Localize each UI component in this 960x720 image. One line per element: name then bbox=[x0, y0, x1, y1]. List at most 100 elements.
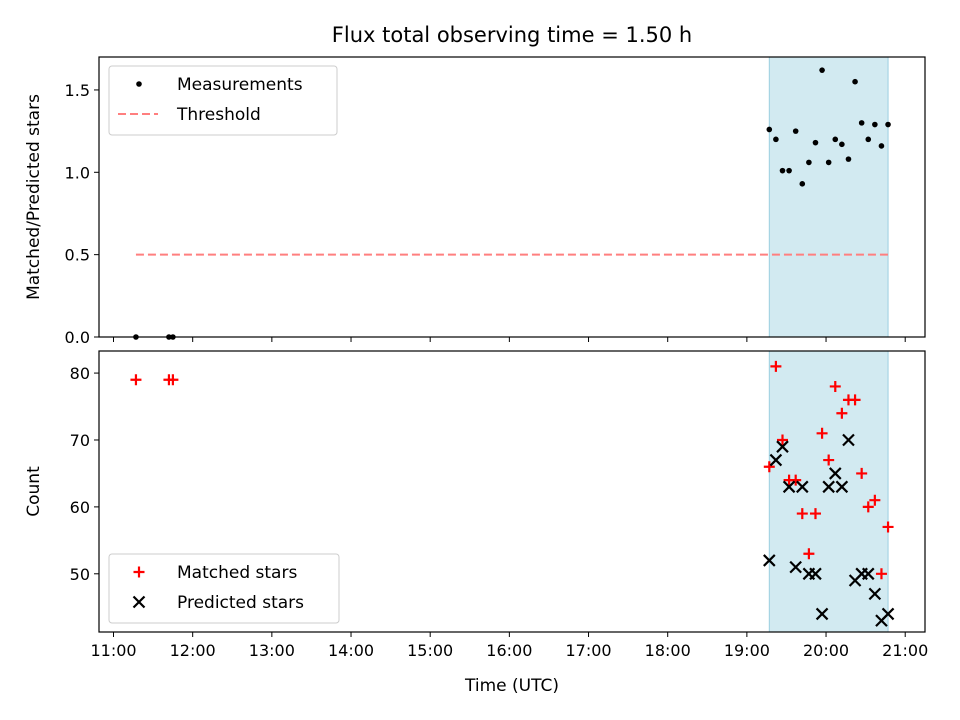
ratio-legend: Measurements Threshold bbox=[108, 65, 338, 136]
data-point bbox=[809, 567, 822, 581]
x-tick-label: 21:00 bbox=[882, 641, 928, 660]
data-point bbox=[823, 454, 835, 466]
data-point bbox=[835, 480, 849, 494]
data-point bbox=[878, 143, 885, 149]
x-tick-label: 13:00 bbox=[249, 641, 295, 660]
shaded-region bbox=[768, 56, 889, 338]
data-point bbox=[776, 434, 788, 446]
ratio-x-ticks bbox=[113, 337, 906, 342]
data-point bbox=[836, 407, 848, 419]
y-tick-label: 1.5 bbox=[65, 81, 90, 100]
data-point bbox=[872, 121, 878, 128]
series-measurements bbox=[133, 67, 891, 340]
data-point bbox=[842, 433, 855, 447]
x-tick-label: 16:00 bbox=[486, 641, 532, 660]
ratio-panel-frame bbox=[98, 56, 926, 338]
data-point bbox=[763, 554, 776, 567]
data-point bbox=[881, 607, 895, 621]
count-y-ticks: 50 60 70 80 bbox=[70, 364, 99, 584]
data-point bbox=[776, 440, 789, 453]
x-axis-label: Time (UTC) bbox=[464, 676, 559, 696]
data-point bbox=[769, 453, 783, 467]
data-point bbox=[875, 568, 887, 580]
data-point bbox=[885, 121, 891, 128]
data-point bbox=[796, 508, 808, 520]
data-point bbox=[792, 128, 799, 134]
x-tick-label: 19:00 bbox=[724, 641, 770, 660]
data-point bbox=[822, 480, 835, 494]
data-point bbox=[828, 467, 842, 480]
data-point bbox=[790, 474, 802, 486]
count-y-axis-label: Count bbox=[24, 466, 44, 517]
legend-marker bbox=[133, 566, 145, 578]
data-point bbox=[773, 136, 779, 143]
data-point bbox=[825, 159, 832, 166]
data-point bbox=[839, 141, 845, 148]
x-tick-label: 15:00 bbox=[407, 641, 453, 660]
count-panel-frame bbox=[98, 350, 926, 633]
y-tick-label: 1.0 bbox=[65, 163, 90, 182]
data-point bbox=[167, 374, 179, 386]
data-point bbox=[815, 607, 829, 621]
y-tick-label: 70 bbox=[70, 431, 90, 450]
x-tick-label: 11:00 bbox=[90, 641, 136, 660]
data-point bbox=[819, 67, 825, 73]
legend-marker bbox=[132, 595, 146, 609]
x-tick-label: 18:00 bbox=[645, 641, 691, 660]
legend-label: Threshold bbox=[176, 105, 261, 125]
data-point bbox=[799, 181, 806, 187]
data-point bbox=[782, 480, 796, 494]
data-point bbox=[770, 360, 782, 372]
data-point bbox=[779, 167, 786, 174]
ratio-panel: 0.0 0.5 1.0 1.5 Matched/Predicted stars Mea… bbox=[24, 56, 926, 347]
y-tick-label: 80 bbox=[70, 364, 90, 383]
legend-label: Measurements bbox=[177, 75, 303, 95]
count-legend: Matched stars Predicted stars bbox=[108, 553, 340, 624]
data-point bbox=[812, 139, 819, 146]
data-point bbox=[806, 159, 812, 166]
data-point bbox=[763, 461, 775, 473]
legend-box bbox=[108, 553, 340, 624]
count-points bbox=[130, 360, 895, 627]
data-point bbox=[803, 548, 815, 560]
data-point bbox=[858, 120, 865, 126]
data-point bbox=[789, 560, 802, 574]
data-point bbox=[852, 78, 858, 85]
series-predicted-stars bbox=[763, 433, 895, 627]
series-matched-stars bbox=[130, 360, 894, 580]
data-point bbox=[845, 156, 852, 162]
measurement-points bbox=[133, 67, 891, 340]
data-point bbox=[786, 167, 792, 174]
data-point bbox=[130, 374, 142, 386]
data-point bbox=[856, 467, 868, 479]
legend-label: Matched stars bbox=[177, 563, 297, 583]
x-tick-label: 14:00 bbox=[328, 641, 374, 660]
ratio-y-ticks: 0.0 0.5 1.0 1.5 bbox=[65, 81, 99, 347]
data-point bbox=[796, 480, 809, 494]
data-point bbox=[809, 508, 821, 520]
data-point bbox=[865, 136, 872, 143]
shaded-region bbox=[768, 350, 889, 633]
x-tick-label: 17:00 bbox=[565, 641, 611, 660]
y-tick-label: 0.0 bbox=[65, 328, 90, 347]
data-point bbox=[816, 427, 828, 439]
data-point bbox=[849, 394, 861, 406]
x-tick-label: 12:00 bbox=[170, 641, 216, 660]
x-tick-label: 20:00 bbox=[803, 641, 849, 660]
data-point bbox=[861, 567, 875, 581]
legend-marker bbox=[136, 81, 142, 87]
data-point bbox=[829, 380, 841, 392]
y-tick-label: 50 bbox=[70, 565, 90, 584]
data-point bbox=[869, 494, 881, 506]
ratio-y-axis-label: Matched/Predicted stars bbox=[24, 94, 44, 300]
data-point bbox=[832, 136, 839, 143]
y-tick-label: 60 bbox=[70, 498, 90, 517]
data-point bbox=[766, 126, 773, 133]
data-point bbox=[868, 587, 882, 601]
chart-title: Flux total observing time = 1.50 h bbox=[332, 23, 692, 47]
y-tick-label: 0.5 bbox=[65, 246, 90, 265]
data-point bbox=[882, 521, 894, 533]
count-x-ticks: 11:00 12:00 13:00 14:00 15:00 16:00 17:00 18:00… bbox=[90, 632, 928, 660]
